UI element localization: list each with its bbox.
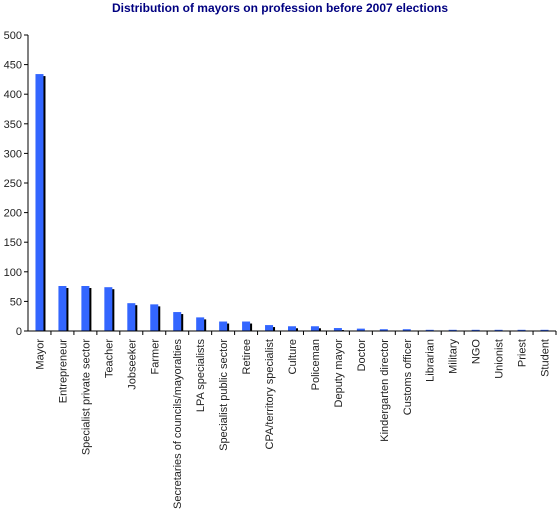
x-axis-labels: Mayor Entrepreneur Specialist private sect… <box>34 331 557 509</box>
y-tick-label: 350 <box>4 119 22 131</box>
bar <box>471 329 480 331</box>
x-tick-label: Specialist public sector <box>218 339 230 451</box>
y-tick-label: 450 <box>4 60 22 72</box>
bar <box>379 329 388 331</box>
bar <box>173 312 182 331</box>
bar <box>196 317 205 331</box>
y-tick-label: 300 <box>4 148 22 160</box>
x-tick-label: Retiree <box>241 339 253 374</box>
bar <box>448 329 457 331</box>
x-tick-label: Deputy mayor <box>333 339 345 408</box>
x-tick-label: Culture <box>287 339 299 374</box>
bar <box>288 326 296 331</box>
y-tick-label: 50 <box>10 296 22 308</box>
x-tick-label: Jobseeker <box>126 339 138 390</box>
y-tick-label: 150 <box>4 237 22 249</box>
x-tick-label: Military <box>448 339 460 374</box>
y-tick-label: 0 <box>16 326 22 338</box>
bar <box>402 329 411 331</box>
x-tick-label: LPA specialists <box>195 339 207 413</box>
bar <box>127 303 136 331</box>
bar <box>540 329 549 331</box>
bar <box>333 328 342 331</box>
bar <box>242 321 251 331</box>
bar <box>58 286 67 331</box>
x-tick-label: CPA/territory specialist <box>264 339 276 449</box>
x-tick-label: Kindergarten director <box>379 339 391 442</box>
x-tick-label: Doctor <box>356 339 368 372</box>
x-tick-label: Librarian <box>425 339 437 382</box>
x-tick-label: Mayor <box>34 339 46 370</box>
bar <box>35 74 44 332</box>
x-tick-label: Secretaries of councils/mayoralties <box>172 339 184 509</box>
bar <box>219 321 228 331</box>
bars <box>35 74 549 332</box>
x-tick-label: Customs officer <box>402 339 414 416</box>
y-tick-label: 250 <box>4 178 22 190</box>
x-tick-label: Policeman <box>310 339 322 390</box>
x-tick-label: NGO <box>471 339 483 365</box>
y-tick-label: 100 <box>4 267 22 279</box>
bar <box>104 287 113 331</box>
bar <box>517 329 526 331</box>
bar <box>494 329 503 331</box>
x-tick-label: Unionist <box>494 339 506 379</box>
y-tick-label: 500 <box>4 30 22 42</box>
x-tick-label: Farmer <box>149 339 161 375</box>
y-axis-ticks: 0 50 100 150 200 250 300 350 400 450 500 <box>4 30 28 338</box>
bar <box>310 326 319 331</box>
y-tick-label: 200 <box>4 208 22 220</box>
x-tick-label: Student <box>540 339 552 377</box>
x-tick-label: Entrepreneur <box>57 339 69 404</box>
bar <box>356 328 365 331</box>
x-tick-label: Teacher <box>103 339 115 378</box>
bar <box>265 325 274 331</box>
x-tick-label: Priest <box>517 339 529 367</box>
chart-title: Distribution of mayors on profession bef… <box>111 1 449 15</box>
x-tick-label: Specialist private sector <box>80 339 92 455</box>
y-tick-label: 400 <box>4 89 22 101</box>
bar <box>150 304 159 331</box>
bar <box>425 329 434 331</box>
bar <box>81 286 90 331</box>
